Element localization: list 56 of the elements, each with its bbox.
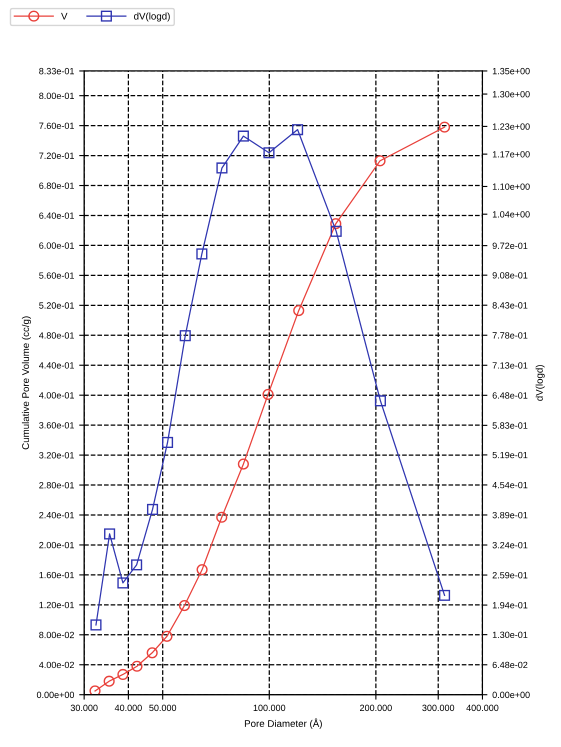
y2-tick-label: 1.23e+00 — [492, 123, 530, 130]
y-tick-label: 2.80e-01 — [39, 482, 74, 488]
y2-tick-label: 3.89e-01 — [492, 512, 528, 518]
x-axis-title: Pore Diameter (Å) — [244, 718, 322, 729]
y-tick-label: 8.00e-02 — [39, 632, 74, 638]
x-tick-label: 100.000 — [254, 704, 286, 712]
y2-tick-label: 5.19e-01 — [492, 452, 528, 458]
legend-label: V — [61, 12, 68, 20]
y2-tick-label: 7.78e-01 — [492, 332, 528, 339]
y2-tick-label: 3.24e-01 — [492, 542, 528, 548]
y-tick-label: 4.40e-01 — [39, 362, 74, 369]
y-tick-label: 6.40e-01 — [39, 212, 74, 219]
y2-tick-label: 6.48e-02 — [492, 662, 528, 668]
y2-tick-label: 1.30e-01 — [492, 632, 528, 638]
y-tick-label: 6.80e-01 — [39, 182, 74, 189]
y-tick-label: 2.00e-01 — [39, 542, 74, 548]
y2-tick-label: 1.35e+00 — [492, 68, 530, 74]
x-tick-label: 40.000 — [114, 704, 142, 712]
y-axis-title: Cumulative Pore Volume (cc/g) — [22, 316, 31, 450]
y2-tick-label: 9.72e-01 — [492, 242, 528, 249]
y-tick-label: 7.60e-01 — [39, 122, 74, 129]
y2-tick-label: 1.10e+00 — [492, 183, 530, 190]
x-tick-label: 400.000 — [466, 704, 498, 712]
x-tick-label: 300.000 — [422, 704, 454, 712]
y2-tick-label: 7.13e-01 — [492, 362, 528, 369]
y-tick-label: 1.20e-01 — [39, 602, 74, 608]
y2-tick-label: 1.17e+00 — [492, 151, 530, 158]
y2-tick-label: 4.54e-01 — [492, 482, 528, 488]
y-tick-label: 3.60e-01 — [39, 422, 74, 429]
y-tick-label: 7.20e-01 — [39, 152, 74, 159]
y-tick-label: 6.00e-01 — [39, 242, 74, 249]
y2-tick-label: 8.43e-01 — [492, 302, 528, 309]
y-tick-label: 1.60e-01 — [39, 572, 74, 578]
legend-label: dV(logd) — [134, 12, 170, 22]
x-tick-label: 200.000 — [360, 704, 392, 712]
y-tick-label: 8.33e-01 — [39, 68, 74, 74]
x-tick-label: 30.000 — [70, 704, 98, 712]
y-tick-label: 2.40e-01 — [39, 512, 74, 518]
y-tick-label: 5.60e-01 — [39, 272, 74, 279]
y2-tick-label: 2.59e-01 — [492, 572, 528, 578]
y2-tick-label: 9.08e-01 — [492, 272, 528, 279]
y2-tick-label: 1.94e-01 — [492, 602, 528, 608]
y-tick-label: 4.00e-01 — [39, 392, 74, 399]
y-tick-label: 8.00e-01 — [39, 92, 74, 100]
y2-tick-label: 5.83e-01 — [492, 422, 528, 429]
y-tick-label: 4.80e-01 — [39, 332, 74, 339]
y2-tick-label: 1.04e+00 — [492, 211, 530, 218]
y-tick-label: 5.20e-01 — [39, 302, 74, 309]
x-tick-label: 50.000 — [149, 704, 176, 712]
y2-tick-label: 1.30e+00 — [492, 91, 530, 98]
y-tick-label: 0.00e+00 — [36, 692, 74, 698]
y2-tick-label: 6.48e-01 — [492, 392, 528, 399]
y-tick-label: 4.00e-02 — [39, 662, 74, 668]
y2-axis-title: dV(logd) — [536, 365, 545, 401]
y2-tick-label: 0.00e+00 — [492, 692, 530, 698]
y-tick-label: 3.20e-01 — [39, 452, 74, 458]
